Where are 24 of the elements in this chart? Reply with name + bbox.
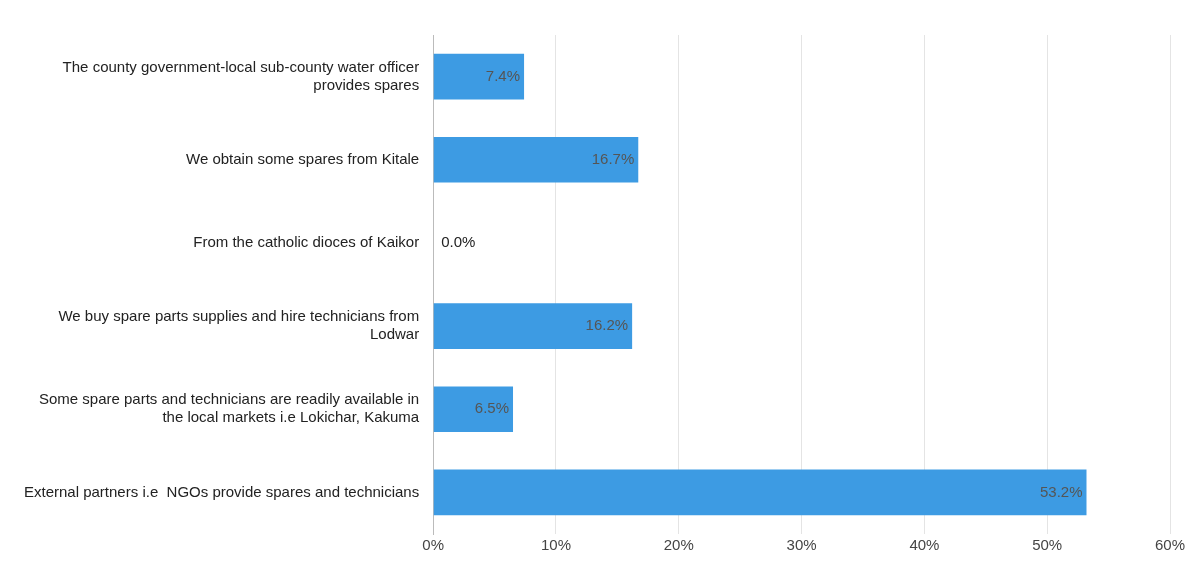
- bar: [433, 136, 639, 183]
- bar: [433, 303, 633, 349]
- data-label: 53.2%: [1039, 482, 1083, 500]
- data-label: 7.4%: [485, 66, 521, 84]
- data-label: 0.0%: [441, 233, 476, 251]
- x-tick-label: 60%: [1154, 536, 1186, 554]
- data-label: 6.5%: [474, 399, 510, 417]
- y-tick-label: External partners i.e NGOs provide spares and technicians: [23, 482, 420, 500]
- data-label: 16.7%: [591, 149, 635, 167]
- x-tick-label: 50%: [1032, 536, 1063, 554]
- y-tick-label: From the catholic dioces of Kaikor: [193, 233, 420, 251]
- y-tick-label: We obtain some spares from Kitale: [186, 149, 420, 167]
- x-tick-label: 0%: [422, 536, 445, 554]
- y-tick-label: We buy spare parts supplies and hire technicians from Lodwar: [58, 307, 420, 343]
- bar: [433, 469, 1087, 516]
- x-tick-label: 40%: [909, 536, 940, 554]
- bar: [433, 53, 525, 100]
- x-tick-label: 20%: [663, 536, 694, 554]
- bar: [433, 386, 514, 433]
- x-tick-label: 30%: [786, 536, 817, 554]
- x-tick-label: 10%: [540, 536, 572, 554]
- y-tick-label: Some spare parts and technicians are readily available in the local markets i.e Lokichar, Kakuma: [38, 390, 420, 426]
- y-tick-label: The county government-local sub-county water officer provides spares: [62, 57, 420, 93]
- data-label: 16.2%: [585, 316, 629, 334]
